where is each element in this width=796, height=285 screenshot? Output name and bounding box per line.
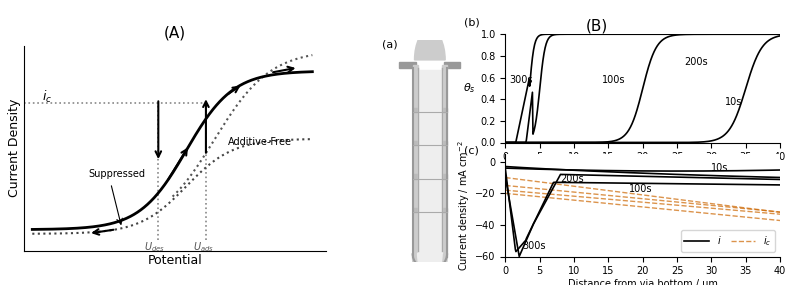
Title: (A): (A) <box>164 25 186 40</box>
Text: 200s: 200s <box>560 174 584 184</box>
Text: (b): (b) <box>464 18 480 28</box>
Text: Suppressed: Suppressed <box>88 169 146 179</box>
Bar <box>442 66 447 256</box>
Wedge shape <box>415 29 445 60</box>
Text: 300s: 300s <box>523 241 546 251</box>
Bar <box>412 66 418 256</box>
Text: 10s: 10s <box>712 163 729 173</box>
X-axis label: Distance from via bottom / μm: Distance from via bottom / μm <box>568 279 718 285</box>
Text: (c): (c) <box>464 146 479 156</box>
Wedge shape <box>418 253 442 278</box>
X-axis label: Potential: Potential <box>148 254 202 266</box>
Text: 200s: 200s <box>684 56 708 66</box>
Y-axis label: Current Density: Current Density <box>8 99 21 198</box>
Text: 100s: 100s <box>629 184 653 194</box>
Bar <box>412 141 447 145</box>
Bar <box>412 174 447 179</box>
Bar <box>400 62 416 68</box>
Text: (B): (B) <box>586 18 608 33</box>
Bar <box>444 62 460 68</box>
Y-axis label: Current density / mA cm$^{-2}$: Current density / mA cm$^{-2}$ <box>457 140 473 271</box>
Text: 300s: 300s <box>509 75 533 85</box>
Bar <box>412 208 447 212</box>
Text: $U_{ads}$: $U_{ads}$ <box>193 240 213 254</box>
Wedge shape <box>412 256 447 285</box>
Text: (a): (a) <box>383 40 398 50</box>
Bar <box>418 70 442 253</box>
Y-axis label: $\theta_s$: $\theta_s$ <box>463 82 475 95</box>
Text: $i_c$: $i_c$ <box>42 89 53 105</box>
Text: 10s: 10s <box>725 97 743 107</box>
X-axis label: Distance from via bottom / μm: Distance from via bottom / μm <box>568 165 718 175</box>
Legend: $i$, $i_c$: $i$, $i_c$ <box>681 230 775 252</box>
Bar <box>412 108 447 112</box>
Text: Additive-Free: Additive-Free <box>228 137 292 147</box>
Text: 100s: 100s <box>602 75 625 85</box>
Text: $U_{des}$: $U_{des}$ <box>143 240 165 254</box>
